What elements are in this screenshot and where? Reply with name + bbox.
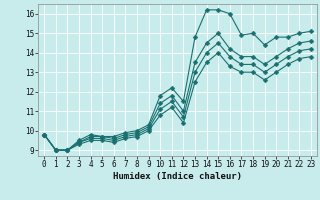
X-axis label: Humidex (Indice chaleur): Humidex (Indice chaleur) bbox=[113, 172, 242, 181]
